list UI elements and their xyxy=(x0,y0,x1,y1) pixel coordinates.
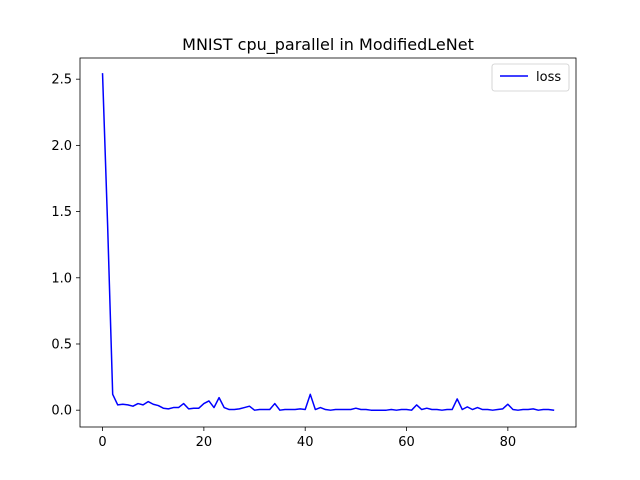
y-tick-label: 1.5 xyxy=(51,205,72,220)
x-tick-label: 0 xyxy=(98,435,106,450)
y-axis: 0.0 0.5 1.0 1.5 2.0 2.5 xyxy=(51,73,80,419)
loss-series-line xyxy=(101,73,555,412)
x-tick-label: 40 xyxy=(297,435,314,450)
x-tick-label: 20 xyxy=(196,435,213,450)
y-tick-label: 2.5 xyxy=(51,73,72,88)
y-tick-label: 0.0 xyxy=(51,404,72,419)
chart-title: MNIST cpu_parallel in ModifiedLeNet xyxy=(182,35,474,55)
plot-area xyxy=(79,57,577,428)
legend-label: loss xyxy=(536,70,561,85)
legend: loss xyxy=(491,63,570,92)
y-tick-label: 0.5 xyxy=(51,337,72,352)
legend-box xyxy=(491,63,570,92)
y-tick-label: 2.0 xyxy=(51,139,72,154)
x-axis: 0 20 40 60 80 xyxy=(98,427,516,450)
x-tick-label: 80 xyxy=(500,435,517,450)
x-tick-label: 60 xyxy=(398,435,415,450)
y-tick-label: 1.0 xyxy=(51,271,72,286)
